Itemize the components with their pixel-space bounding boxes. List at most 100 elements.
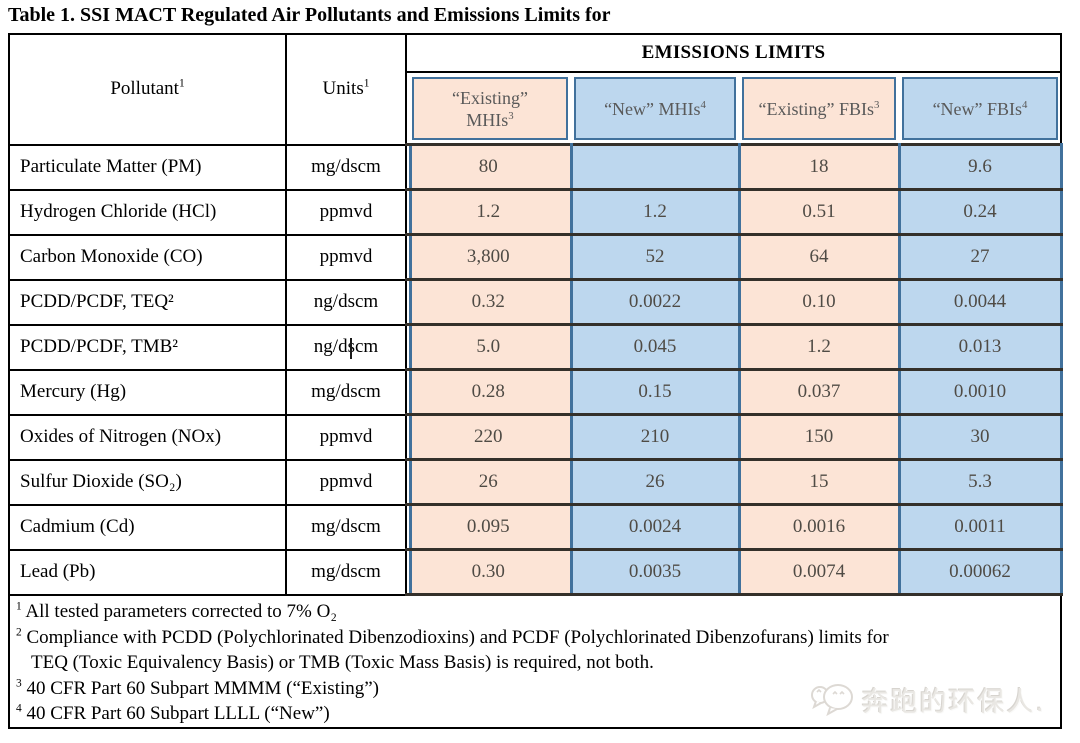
value-text: 1.2 [807, 336, 831, 357]
value-text: 30 [970, 426, 990, 447]
footnote-3-sup: 3 [16, 677, 22, 690]
cell-new-mhi: 0.0022 [569, 278, 741, 326]
pollutant-text: Oxides of Nitrogen (NOx) [20, 426, 222, 447]
cell-units: ng/dscm [285, 278, 407, 326]
new-mhi-text: “New” MHIs [604, 98, 701, 119]
value-text: 0.0035 [628, 561, 682, 582]
cell-new-mhi: 0.0035 [569, 548, 741, 596]
cell-existing-mhi: 0.32 [405, 278, 573, 326]
pollutant-text: PCDD/PCDF, TEQ² [20, 291, 174, 312]
cell-existing-fbi: 0.0016 [737, 503, 901, 551]
value-text: 52 [645, 246, 665, 267]
cell-existing-mhi: 3,800 [405, 233, 573, 281]
new-mhi-sup: 4 [700, 98, 706, 111]
col-header-units: Units1 [285, 33, 407, 146]
table-row: Hydrogen Chloride (HCl) ppmvd 1.2 1.2 0.… [8, 188, 1063, 236]
units-text: mg/dscm [311, 516, 381, 537]
table-row: Cadmium (Cd) mg/dscm 0.095 0.0024 0.0016… [8, 503, 1063, 551]
table-row: PCDD/PCDF, TMB² ng/dscm 5.0 0.045 1.2 0.… [8, 323, 1063, 371]
cell-new-fbi: 0.00062 [897, 548, 1063, 596]
value-text: 150 [804, 426, 834, 447]
cell-pollutant: Oxides of Nitrogen (NOx) [8, 413, 287, 461]
value-text: 0.51 [802, 201, 836, 222]
new-fbi-header-box: “New” FBIs4 [902, 77, 1059, 140]
units-text: mg/dscm [311, 156, 381, 177]
value-text: 0.045 [633, 336, 677, 357]
cell-new-mhi: 52 [569, 233, 741, 281]
cell-new-fbi: 5.3 [897, 458, 1063, 506]
units-text: ppmvd [319, 426, 373, 447]
cell-existing-mhi: 5.0 [405, 323, 573, 371]
cell-new-mhi: 0.15 [569, 368, 741, 416]
footnote-section: 1 All tested parameters corrected to 7% … [7, 593, 1063, 729]
pollutant-text: Hydrogen Chloride (HCl) [20, 201, 217, 222]
cell-new-mhi: 0.0024 [569, 503, 741, 551]
footnote-2-sup: 2 [16, 626, 22, 639]
table-row: Mercury (Hg) mg/dscm 0.28 0.15 0.037 0.0… [8, 368, 1063, 416]
units-text: mg/dscm [311, 381, 381, 402]
cell-existing-fbi: 0.10 [737, 278, 901, 326]
cell-new-mhi [569, 143, 741, 191]
units-text: ppmvd [319, 246, 373, 267]
col-header-existing-mhi: “Existing” MHIs3 [405, 71, 572, 146]
value-text: 0.30 [471, 561, 505, 582]
pollutant-text: Lead (Pb) [20, 561, 96, 582]
value-text: 0.013 [958, 336, 1002, 357]
new-fbi-sup: 4 [1022, 98, 1028, 111]
cell-existing-mhi: 26 [405, 458, 573, 506]
value-text: 0.32 [471, 291, 505, 312]
new-mhi-label: “New” MHIs4 [604, 98, 706, 120]
table-row: Sulfur Dioxide (SO₂) ppmvd 26 26 15 5.3 [8, 458, 1063, 506]
cell-existing-fbi: 18 [737, 143, 901, 191]
cell-existing-fbi: 15 [737, 458, 901, 506]
footnote-1-text: All tested parameters corrected to 7% O₂ [25, 601, 337, 622]
cell-existing-mhi: 1.2 [405, 188, 573, 236]
units-text: ng/dscm [313, 336, 379, 357]
watermark: 奔跑的环保人. [810, 680, 1046, 719]
cell-pollutant: PCDD/PCDF, TEQ² [8, 278, 287, 326]
cell-units: mg/dscm [285, 503, 407, 551]
new-fbi-label: “New” FBIs4 [933, 98, 1028, 120]
footnote-4: 4 40 CFR Part 60 Subpart LLLL (“New”) [16, 701, 1054, 727]
pollutant-text: Carbon Monoxide (CO) [20, 246, 203, 267]
table-row: Carbon Monoxide (CO) ppmvd 3,800 52 64 2… [8, 233, 1063, 281]
existing-fbi-header-box: “Existing” FBIs3 [742, 77, 896, 140]
units-header-label: Units [322, 78, 364, 100]
footnote-4-sup: 4 [16, 702, 22, 715]
header-row-1: Pollutant1 Units1 EMISSIONS LIMITS [8, 33, 1063, 146]
table-row: Oxides of Nitrogen (NOx) ppmvd 220 210 1… [8, 413, 1063, 461]
units-text: ng/dscm [313, 291, 379, 312]
pollutant-header-sup: 1 [178, 77, 185, 90]
cell-existing-mhi: 0.30 [405, 548, 573, 596]
cell-pollutant: Lead (Pb) [8, 548, 287, 596]
cell-units: ppmvd [285, 458, 407, 506]
value-text: 5.0 [476, 336, 501, 357]
cell-units: mg/dscm [285, 548, 407, 596]
value-text: 0.24 [963, 201, 997, 222]
footnote-2-continued: TEQ (Toxic Equivalency Basis) or TMB (To… [16, 650, 1054, 676]
existing-fbi-label: “Existing” FBIs3 [759, 98, 880, 120]
footnote-3-text: 40 CFR Part 60 Subpart MMMM (“Existing”) [26, 677, 380, 699]
value-text: 0.0074 [792, 561, 846, 582]
value-text: 0.0016 [792, 516, 846, 537]
cell-pollutant: Particulate Matter (PM) [8, 143, 287, 191]
cell-existing-mhi: 0.28 [405, 368, 573, 416]
cell-existing-fbi: 0.0074 [737, 548, 901, 596]
footnote-4-text: 40 CFR Part 60 Subpart LLLL (“New”) [26, 703, 330, 724]
cell-pollutant: PCDD/PCDF, TMB² [8, 323, 287, 371]
cell-units: ppmvd [285, 413, 407, 461]
pollutant-text: Cadmium (Cd) [20, 516, 135, 537]
value-text: 1.2 [476, 201, 501, 222]
value-text: 0.0011 [954, 516, 1006, 537]
cell-existing-fbi: 0.037 [737, 368, 901, 416]
cell-pollutant: Sulfur Dioxide (SO₂) [8, 458, 287, 506]
cell-units: mg/dscm [285, 143, 407, 191]
cell-existing-mhi: 220 [405, 413, 573, 461]
footnote-1-sup: 1 [16, 600, 22, 613]
pollutant-text: PCDD/PCDF, TMB² [20, 336, 178, 357]
units-text: ppmvd [319, 471, 373, 492]
footnote-2-text: Compliance with PCDD (Polychlorinated Di… [26, 626, 889, 648]
existing-mhi-line2-text: MHIs [466, 109, 509, 130]
cell-new-fbi: 30 [897, 413, 1063, 461]
value-text: 0.00062 [949, 561, 1011, 582]
